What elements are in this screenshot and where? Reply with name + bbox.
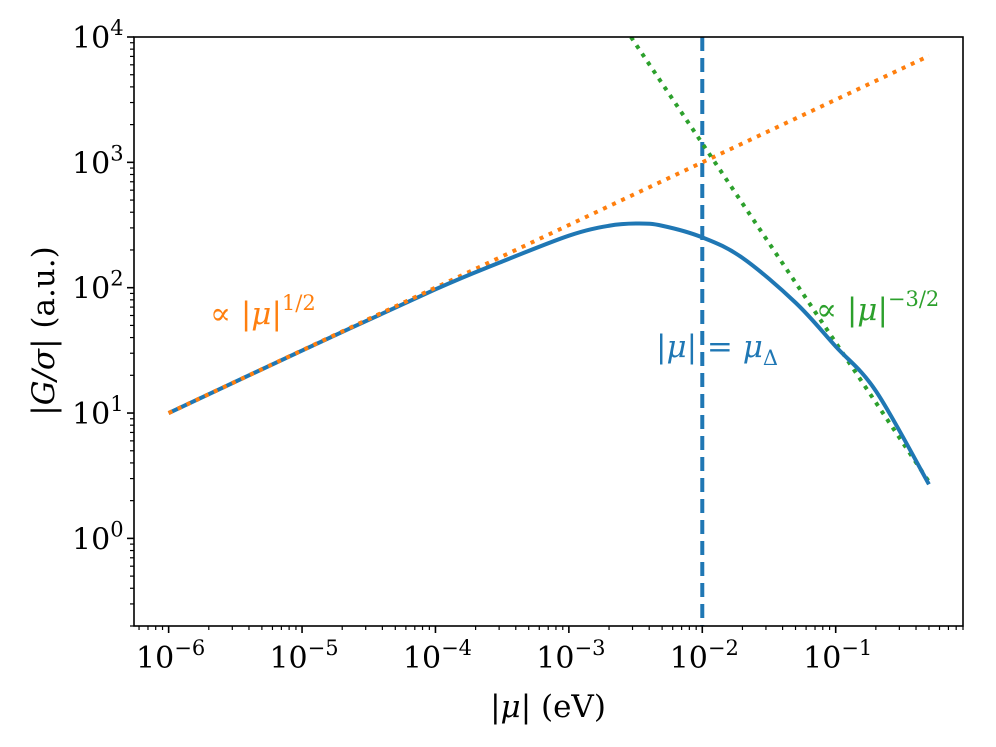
y-axis-title-bar1: | — [26, 405, 62, 415]
x-tick-base: 10 — [670, 641, 708, 676]
x-tick-exp: −5 — [308, 636, 339, 660]
y-tick-label: 103 — [72, 141, 124, 181]
x-axis-title-var: μ — [501, 689, 521, 725]
annot-neg-suffix: | — [877, 292, 887, 328]
x-tick-base: 10 — [536, 641, 574, 676]
x-tick-exp: −1 — [841, 636, 872, 660]
annot-neg-prefix: ∝ | — [816, 292, 857, 328]
annotation-mu-delta: |μ| = μΔ — [656, 329, 778, 370]
x-axis-title-bar1: | — [490, 689, 500, 725]
annot-delta-var: μ — [666, 329, 686, 365]
y-tick-base: 10 — [72, 397, 110, 432]
y-tick-label: 102 — [72, 267, 124, 307]
y-tick-exp: 1 — [110, 392, 123, 416]
y-axis-title-unit: (a.u.) — [26, 246, 62, 338]
x-axis-title: |μ| (eV) — [490, 689, 606, 725]
x-tick-base: 10 — [136, 641, 174, 676]
annotation-neg-three-half-power: ∝ |μ|−3/2 — [816, 287, 939, 328]
major-ticks — [127, 36, 837, 633]
y-axis-title-bar2: | — [26, 338, 62, 348]
y-tick-label: 101 — [72, 392, 124, 432]
y-axis-title: |G/σ| (a.u.) — [26, 246, 62, 415]
x-axis-title-unit: (eV) — [531, 689, 606, 725]
x-tick-label: 10−3 — [536, 636, 605, 676]
y-tick-base: 10 — [72, 21, 110, 56]
x-tick-base: 10 — [403, 641, 441, 676]
annot-half-var: μ — [251, 296, 271, 332]
x-tick-label: 10−6 — [136, 636, 205, 676]
y-tick-label: 104 — [72, 16, 124, 56]
y-tick-exp: 2 — [110, 267, 123, 291]
y-tick-base: 10 — [72, 146, 110, 181]
y-tick-exp: 3 — [110, 141, 123, 165]
y-tick-exp: 4 — [110, 16, 123, 40]
x-tick-exp: −2 — [708, 636, 739, 660]
annot-delta-var2: μ — [743, 329, 763, 365]
annot-half-prefix: ∝ | — [210, 296, 251, 332]
annot-delta-eq: | = — [687, 329, 743, 365]
annot-half-sup: 1/2 — [282, 291, 316, 315]
annot-delta-sub: Δ — [763, 346, 778, 370]
x-tick-label: 10−2 — [670, 636, 739, 676]
y-tick-base: 10 — [72, 522, 110, 557]
x-tick-exp: −6 — [174, 636, 205, 660]
y-tick-label: 100 — [72, 517, 124, 557]
g-sigma-curve — [167, 221, 931, 486]
x-tick-base: 10 — [269, 641, 307, 676]
x-tick-exp: −3 — [574, 636, 605, 660]
y-tick-base: 10 — [72, 272, 110, 307]
x-tick-label: 10−1 — [803, 636, 872, 676]
x-tick-exp: −4 — [441, 636, 472, 660]
plot-frame — [133, 36, 964, 627]
x-tick-base: 10 — [803, 641, 841, 676]
x-tick-labels: 10−6 10−5 10−4 10−3 10−2 10−1 — [136, 636, 872, 676]
annotation-half-power: ∝ |μ|1/2 — [210, 291, 316, 332]
annot-half-suffix: | — [271, 296, 281, 332]
x-tick-label: 10−5 — [269, 636, 338, 676]
y-tick-exp: 0 — [110, 517, 123, 541]
x-axis-title-bar2: | — [521, 689, 531, 725]
annot-neg-sup: −3/2 — [888, 287, 939, 311]
x-tick-label: 10−4 — [403, 636, 472, 676]
annot-delta-bar: | — [656, 329, 666, 365]
y-axis-title-var: G/σ — [26, 348, 62, 405]
annot-neg-var: μ — [857, 292, 877, 328]
